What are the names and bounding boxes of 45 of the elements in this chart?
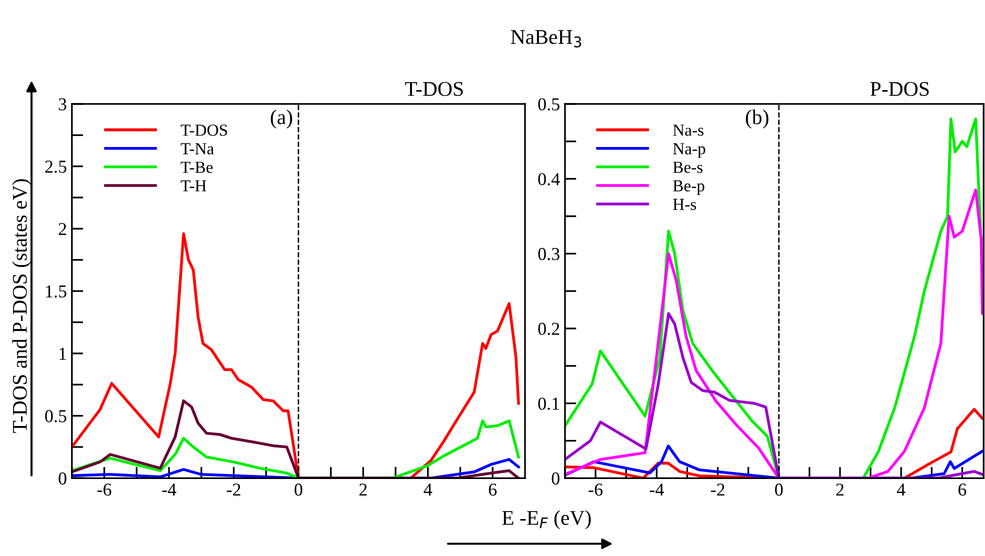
legend-label: T-H bbox=[180, 180, 206, 192]
x-tick-label: 0 bbox=[294, 484, 302, 496]
x-tick-label: -6 bbox=[97, 484, 112, 496]
legend-label: Na-p bbox=[673, 143, 706, 158]
legend-label: Na-s bbox=[673, 124, 704, 136]
legend-label: T-Be bbox=[180, 162, 213, 173]
y-tick-label: 1.5 bbox=[46, 285, 66, 298]
y-tick-label: 2.5 bbox=[45, 160, 66, 173]
x-tick-label: 2 bbox=[836, 484, 844, 496]
y-axis-title: T-DOS and P-DOS (states eV) bbox=[12, 179, 32, 433]
y-tick-label: 0.3 bbox=[538, 248, 560, 260]
annotation: (a) bbox=[270, 110, 292, 128]
x-tick-label: 4 bbox=[896, 484, 906, 496]
y-tick-label: 3 bbox=[58, 98, 66, 110]
y-tick-label: 0 bbox=[58, 472, 66, 485]
chart-subtitle: P-DOS bbox=[870, 82, 929, 96]
legend-label: T-Na bbox=[180, 143, 214, 154]
x-axis-title: E -E$_{F}$ (eV) bbox=[502, 510, 591, 530]
x-tick-label: -4 bbox=[162, 484, 176, 496]
line-series bbox=[72, 399, 520, 478]
x-tick-label: 2 bbox=[359, 484, 367, 496]
y-tick-label: 0 bbox=[552, 472, 560, 485]
legend-label: Be-s bbox=[673, 162, 702, 173]
x-tick-label: -4 bbox=[650, 484, 664, 496]
y-tick-label: 0.4 bbox=[538, 173, 560, 186]
line-series bbox=[72, 232, 520, 478]
chart-subtitle: T-DOS bbox=[405, 82, 463, 96]
y-tick-label: 0.5 bbox=[538, 98, 560, 110]
chart-title: NaBeH$_{3}$ bbox=[510, 30, 582, 48]
annotation: (b) bbox=[746, 110, 768, 128]
y-tick-label: 0.5 bbox=[45, 410, 66, 422]
y-tick-label: 2 bbox=[58, 223, 66, 235]
x-tick-label: 6 bbox=[488, 484, 497, 496]
x-tick-label: 6 bbox=[958, 484, 966, 496]
y-tick-label: 0.2 bbox=[538, 322, 560, 336]
y-tick-label: 1 bbox=[60, 348, 66, 360]
x-tick-label: -2 bbox=[226, 484, 240, 496]
x-tick-label: 4 bbox=[424, 484, 432, 496]
legend-label: Be-p bbox=[673, 180, 704, 195]
x-tick-label: -2 bbox=[710, 484, 724, 496]
x-tick-label: 0 bbox=[775, 484, 783, 496]
legend-label: T-DOS bbox=[180, 124, 228, 136]
x-tick-label: -6 bbox=[588, 484, 603, 496]
y-tick-label: 0.1 bbox=[538, 398, 560, 410]
legend-label: H-s bbox=[673, 198, 696, 210]
